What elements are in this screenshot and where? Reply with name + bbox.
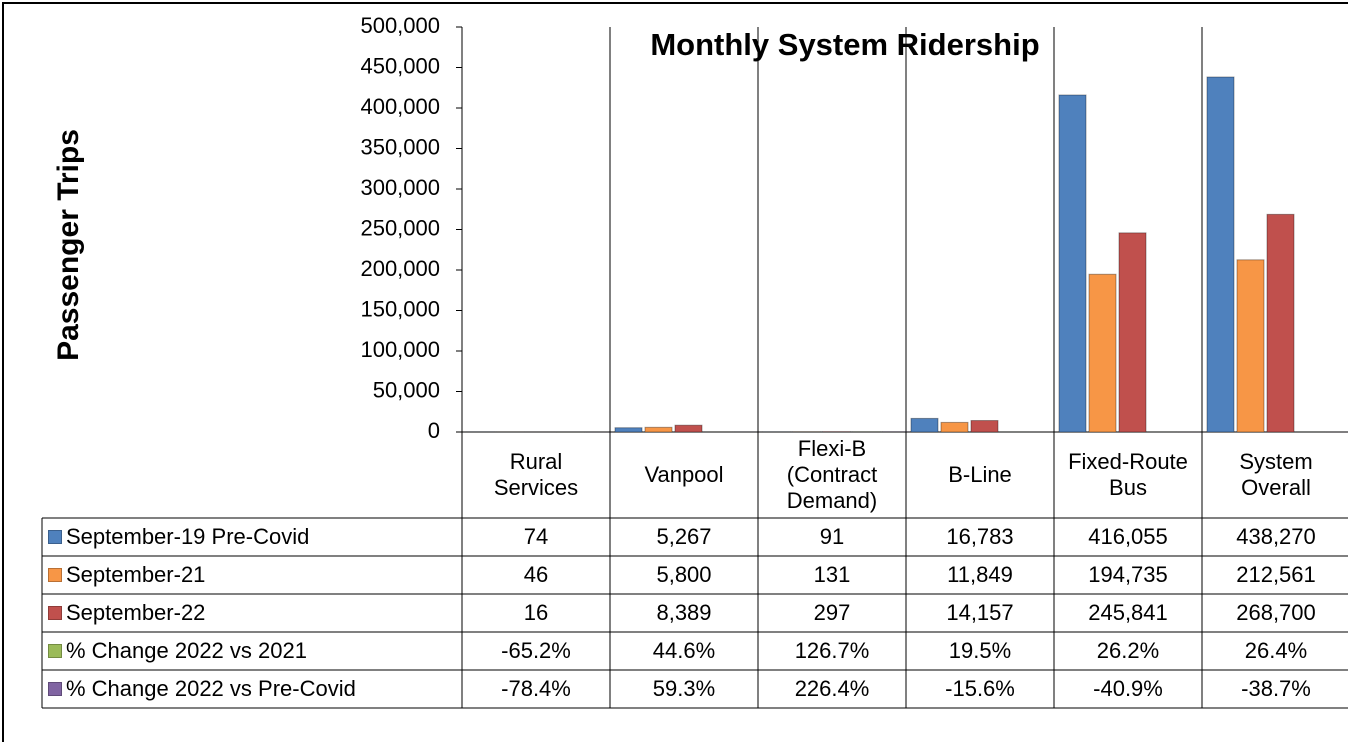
bar: [1118, 232, 1147, 433]
y-tick-label: 400,000: [360, 94, 440, 119]
table-cell: 245,841: [1088, 600, 1168, 625]
table-cell: 26.4%: [1244, 638, 1308, 663]
x-tick-label: System Overall: [1239, 449, 1313, 500]
bar: [910, 417, 939, 433]
legend-entry: September-21: [42, 556, 462, 594]
table-cell: 131: [813, 562, 851, 587]
table-cell: 438,270: [1236, 524, 1316, 549]
table-cell: 297: [813, 600, 851, 625]
legend-key: [48, 682, 62, 696]
table-cell: 16: [523, 600, 549, 625]
bar: [1266, 213, 1295, 433]
table-cell: 194,735: [1088, 562, 1168, 587]
table-cell: 11,849: [947, 562, 1013, 587]
table-cell: -65.2%: [501, 638, 571, 663]
legend-entry: September-22: [42, 594, 462, 632]
table-cell: 416,055: [1088, 524, 1168, 549]
table-cell: -40.9%: [1093, 676, 1163, 701]
x-tick-label: Rural Services: [493, 449, 579, 500]
y-tick-label: 150,000: [360, 296, 440, 321]
y-tick-label: 200,000: [360, 256, 440, 281]
table-cell: 14,157: [946, 600, 1014, 625]
table-cell: 74: [523, 524, 549, 549]
legend-entry: % Change 2022 vs 2021: [42, 632, 462, 670]
legend-label: September-22: [66, 600, 206, 625]
y-tick-label: 100,000: [360, 337, 440, 362]
legend-key: [48, 530, 62, 544]
bar: [970, 420, 999, 433]
table-cell: 226.4%: [794, 676, 870, 701]
x-tick-label: Flexi-B (Contract Demand): [786, 436, 878, 513]
legend-key: [48, 644, 62, 658]
legend-label: September-21: [66, 562, 206, 587]
table-cell: 26.2%: [1096, 638, 1160, 663]
legend-entry: September-19 Pre-Covid: [42, 518, 462, 556]
y-tick-label: 500,000: [360, 13, 440, 38]
bar: [1088, 273, 1117, 433]
y-tick-label: 350,000: [360, 134, 440, 159]
table-cell: 59.3%: [652, 676, 716, 701]
table-cell: 5,267: [656, 524, 712, 549]
x-tick-label: Fixed-Route Bus: [1068, 449, 1188, 500]
legend-label: September-19 Pre-Covid: [66, 524, 310, 549]
y-tick-label: 450,000: [360, 53, 440, 78]
bar: [614, 427, 643, 433]
x-tick-label: Vanpool: [644, 462, 724, 487]
legend-key: [48, 606, 62, 620]
table-cell: -38.7%: [1241, 676, 1311, 701]
table-cell: 19.5%: [948, 638, 1012, 663]
y-tick-label: 250,000: [360, 215, 440, 240]
table-cell: 212,561: [1236, 562, 1316, 587]
y-tick-label: 300,000: [360, 175, 440, 200]
y-tick-label: 50,000: [373, 377, 440, 402]
bar: [1236, 259, 1265, 433]
table-cell: 46: [523, 562, 549, 587]
legend-key: [48, 568, 62, 582]
table-cell: 91: [819, 524, 845, 549]
table-cell: 8,389: [656, 600, 712, 625]
bar: [644, 426, 673, 433]
bar: [1058, 94, 1087, 433]
table-cell: 44.6%: [652, 638, 716, 663]
legend-label: % Change 2022 vs 2021: [66, 638, 307, 663]
bar: [674, 424, 703, 433]
table-cell: -15.6%: [945, 676, 1015, 701]
chart-title: Monthly System Ridership: [650, 27, 1039, 62]
table-cell: 268,700: [1236, 600, 1316, 625]
bar: [940, 421, 969, 433]
x-tick-label: B-Line: [948, 462, 1012, 487]
table-cell: 5,800: [656, 562, 712, 587]
table-cell: -78.4%: [501, 676, 571, 701]
table-cell: 126.7%: [794, 638, 870, 663]
legend-entry: % Change 2022 vs Pre-Covid: [42, 670, 462, 708]
y-axis-label: Passenger Trips: [52, 129, 85, 361]
legend-label: % Change 2022 vs Pre-Covid: [66, 676, 356, 701]
table-cell: 16,783: [946, 524, 1014, 549]
bar: [1206, 76, 1235, 433]
y-tick-label: 0: [428, 418, 440, 443]
